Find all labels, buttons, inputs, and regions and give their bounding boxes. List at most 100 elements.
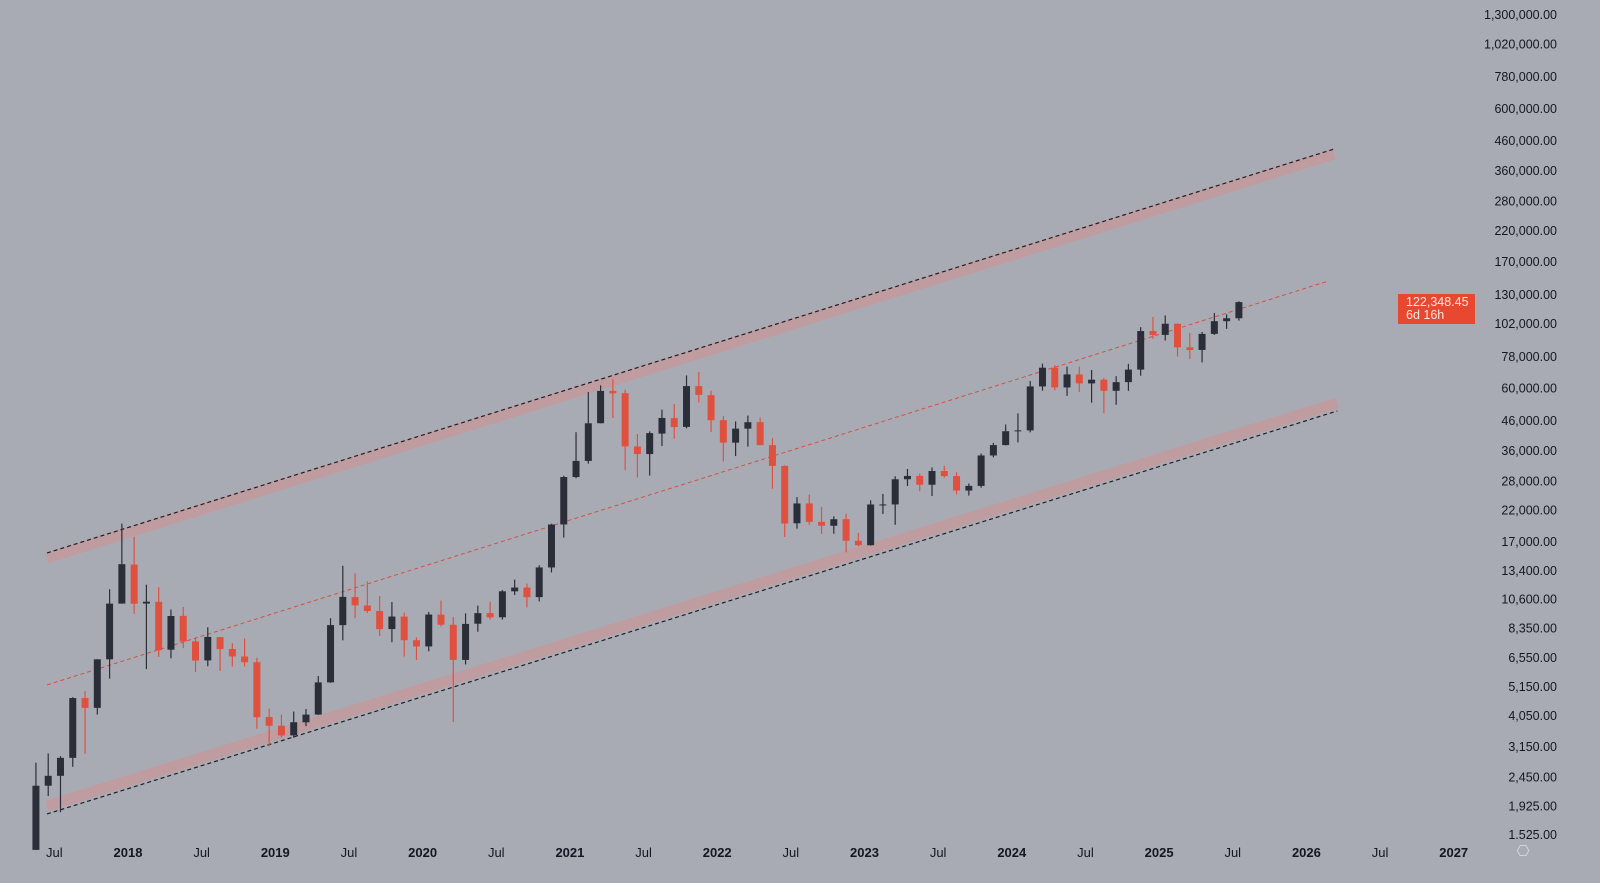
candle-body — [1026, 386, 1034, 431]
price-tick-label: 17,000.00 — [1501, 535, 1557, 549]
candle-body — [683, 386, 691, 427]
candle-body — [44, 775, 52, 786]
candle-body — [474, 613, 482, 624]
candle-body — [609, 390, 617, 394]
candle-body — [81, 698, 89, 708]
price-tick-label: 60,000.00 — [1501, 382, 1557, 396]
candle-body — [1198, 333, 1206, 350]
candle-body — [216, 637, 224, 650]
candle-body — [818, 521, 826, 526]
candle-body — [265, 717, 273, 726]
candle-body — [1124, 369, 1132, 383]
price-tick-label: 1.525.00 — [1508, 828, 1557, 842]
candle-body — [56, 757, 64, 776]
time-tick-label: 2026 — [1292, 845, 1321, 860]
price-tick-label: 46,000.00 — [1501, 414, 1557, 428]
candle-body — [535, 567, 543, 598]
candle-body — [670, 418, 678, 427]
candle-body — [192, 641, 200, 661]
time-tick-label: Jul — [930, 845, 947, 860]
candle-body — [130, 564, 138, 604]
price-tick-label: 102,000.00 — [1494, 317, 1557, 331]
price-tick-label: 2,450.00 — [1508, 770, 1557, 784]
candle-body — [1002, 431, 1010, 446]
price-tick-label: 780,000.00 — [1494, 70, 1557, 84]
price-tick-label: 8,350.00 — [1508, 621, 1557, 635]
candle-body — [903, 475, 911, 480]
price-tick-label: 36,000.00 — [1501, 444, 1557, 458]
price-axis[interactable]: 1,300,000.00 1,020,000.00 780,000.00 600,00… — [1484, 8, 1557, 842]
candle-body — [1174, 323, 1182, 348]
candle-body — [1186, 347, 1194, 350]
candle-body — [756, 422, 764, 446]
time-tick-label: 2018 — [114, 845, 143, 860]
candle-body — [228, 648, 236, 657]
time-tick-label: Jul — [488, 845, 505, 860]
candle-body — [93, 659, 101, 708]
candle-body — [793, 503, 801, 524]
channel-lines — [45, 148, 1339, 815]
candle-body — [142, 601, 150, 604]
candle-body — [695, 386, 703, 395]
channel-band-lower — [45, 397, 1339, 812]
channel-line-lower — [46, 410, 1338, 815]
candle-body — [412, 640, 420, 647]
price-tick-label: 3,150.00 — [1508, 740, 1557, 754]
price-tick-label: 28,000.00 — [1501, 474, 1557, 488]
price-tick-label: 280,000.00 — [1494, 195, 1557, 209]
settings-icon[interactable]: ⎔ — [1516, 843, 1530, 860]
candle-body — [560, 477, 568, 525]
candle-body — [867, 504, 875, 546]
candle-body — [658, 417, 666, 434]
candle-body — [1063, 374, 1071, 388]
channel-line-middle — [46, 280, 1329, 686]
time-tick-label: Jul — [635, 845, 652, 860]
candle-body — [1038, 367, 1046, 387]
candle-body — [376, 610, 384, 630]
price-tick-label: 4,050.00 — [1508, 709, 1557, 723]
time-axis[interactable]: Jul 2018 Jul 2019 Jul 2020 Jul 2021 Jul 2022 Jul 20… — [46, 845, 1468, 860]
time-tick-label: Jul — [193, 845, 210, 860]
candle-body — [1161, 323, 1169, 335]
candle-body — [768, 445, 776, 466]
candle-body — [32, 785, 40, 850]
candle-body — [277, 725, 285, 736]
candle-body — [204, 636, 212, 661]
time-tick-label: 2023 — [850, 845, 879, 860]
candle-body — [363, 605, 371, 611]
candle-body — [1137, 331, 1145, 370]
price-tick-label: 1,020,000.00 — [1484, 37, 1557, 51]
candle-body — [486, 613, 494, 618]
candle-body — [977, 455, 985, 486]
candle-body — [155, 601, 163, 651]
candle-body — [523, 587, 531, 598]
candle-body — [327, 625, 335, 683]
candle-body — [314, 682, 322, 715]
candle-body — [339, 596, 347, 626]
channel-band-upper — [45, 148, 1337, 564]
candle-body — [781, 465, 789, 524]
price-tick-label: 22,000.00 — [1501, 504, 1557, 518]
price-tick-label: 78,000.00 — [1501, 350, 1557, 364]
candle-body — [916, 475, 924, 485]
candle-body — [1112, 382, 1120, 391]
candle-body — [1051, 367, 1059, 388]
candle-body — [425, 614, 433, 647]
candle-body — [940, 471, 948, 477]
candle-body — [928, 471, 936, 485]
candle-body — [633, 446, 641, 455]
price-tick-label: 220,000.00 — [1494, 224, 1557, 238]
candle-body — [1223, 318, 1231, 322]
price-tick-label: 360,000.00 — [1494, 164, 1557, 178]
candle-body — [1088, 379, 1096, 384]
time-tick-label: Jul — [1224, 845, 1241, 860]
candle-body — [646, 433, 654, 455]
price-tick-label: 10,600.00 — [1501, 592, 1557, 606]
bar-countdown: 6d 16h — [1406, 308, 1445, 322]
candle-body — [572, 460, 580, 478]
candle-body — [879, 504, 887, 506]
time-tick-label: Jul — [46, 845, 63, 860]
price-tick-label: 13,400.00 — [1501, 564, 1557, 578]
candle-body — [989, 445, 997, 456]
